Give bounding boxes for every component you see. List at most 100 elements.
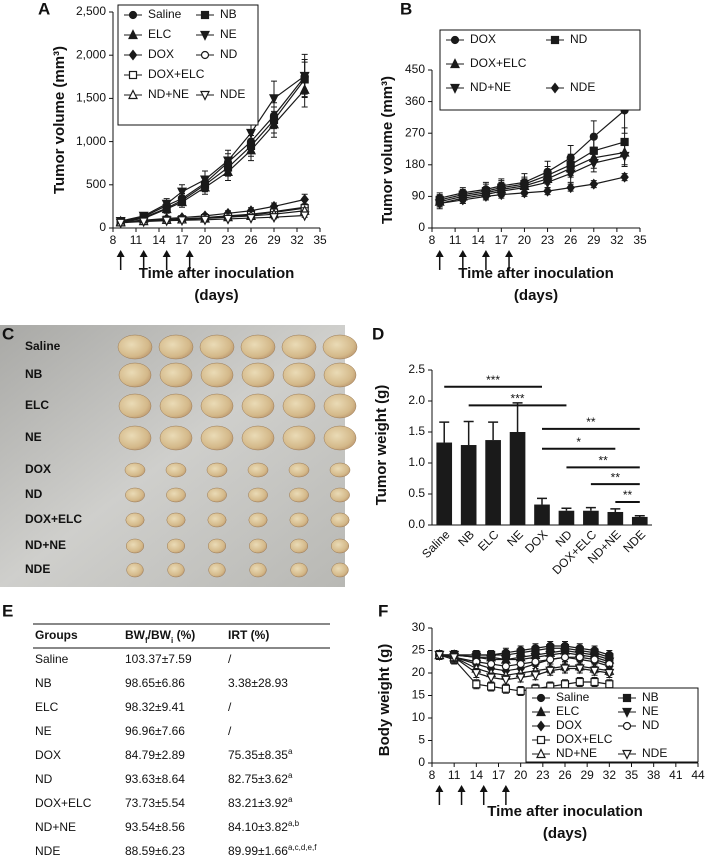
significance-label: ** bbox=[586, 415, 596, 429]
legend-label: DOX bbox=[556, 718, 582, 732]
x-tick-label: 44 bbox=[691, 768, 705, 782]
row-label: NE bbox=[25, 430, 42, 444]
legend-marker bbox=[200, 30, 210, 41]
marker bbox=[531, 657, 540, 666]
arrow-head bbox=[162, 250, 171, 257]
significance-label: *** bbox=[511, 392, 525, 406]
error-bar bbox=[634, 514, 645, 517]
x-tick-label: 11 bbox=[448, 768, 461, 782]
legend-marker bbox=[536, 735, 546, 745]
tumor bbox=[281, 334, 317, 360]
tumor bbox=[158, 334, 194, 360]
arrow-head bbox=[139, 250, 148, 257]
table-cell: NB bbox=[35, 676, 52, 690]
x-tick-label: 35 bbox=[313, 233, 327, 247]
tumor bbox=[167, 562, 185, 578]
marker bbox=[520, 187, 529, 199]
tumor bbox=[247, 462, 269, 478]
tumor bbox=[323, 362, 357, 388]
y-axis-title: Body weight (g) bbox=[376, 644, 393, 757]
marker bbox=[605, 680, 614, 689]
legend-marker bbox=[450, 35, 460, 45]
row-label: ND bbox=[25, 487, 43, 501]
marker bbox=[434, 650, 445, 661]
text-part: (%) bbox=[173, 628, 195, 642]
marker bbox=[223, 214, 233, 225]
bar bbox=[631, 516, 648, 525]
x-tick-label: 23 bbox=[541, 233, 555, 247]
bar bbox=[558, 510, 575, 525]
arrow-head bbox=[505, 250, 514, 257]
marker bbox=[471, 668, 482, 679]
tumor bbox=[331, 562, 349, 578]
x-tick-label: 32 bbox=[290, 233, 304, 247]
legend-marker bbox=[450, 58, 460, 69]
table-cell: IRT (%) bbox=[228, 628, 269, 642]
panel-letter: E bbox=[2, 601, 13, 620]
legend-marker bbox=[200, 10, 210, 20]
treatment-arrow bbox=[481, 250, 490, 270]
significance-label: * bbox=[576, 435, 581, 449]
legend-marker bbox=[128, 89, 138, 100]
x-tick-label: 11 bbox=[130, 233, 143, 247]
y-tick-label: 270 bbox=[405, 125, 425, 139]
x-tick-label: 26 bbox=[244, 233, 258, 247]
marker bbox=[588, 158, 599, 169]
bar bbox=[485, 440, 501, 525]
y-tick-label: 180 bbox=[405, 157, 425, 171]
arrow-head bbox=[481, 250, 490, 257]
table-cell: 89.99±1.66a,c,d,e,f bbox=[228, 843, 317, 859]
x-tick-label: 32 bbox=[610, 233, 624, 247]
marker bbox=[545, 666, 556, 677]
x-tick-label: 41 bbox=[669, 768, 683, 782]
marker bbox=[299, 71, 310, 82]
text-part: a bbox=[288, 795, 293, 804]
marker bbox=[115, 218, 126, 229]
table-cell: ND+NE bbox=[35, 820, 76, 834]
text-part: a,c,d,e,f bbox=[288, 843, 317, 852]
tumor bbox=[290, 562, 308, 578]
y-tick-label: 1.5 bbox=[408, 424, 425, 438]
marker bbox=[223, 156, 233, 167]
tumor bbox=[124, 462, 146, 478]
bar bbox=[534, 504, 550, 525]
y-tick-label: 1,000 bbox=[76, 134, 106, 148]
table-cell: Saline bbox=[35, 652, 69, 666]
y-tick-label: 2.0 bbox=[408, 393, 425, 407]
table-cell: 73.73±5.54 bbox=[125, 796, 185, 810]
y-axis-title: Tumor volume (mm³) bbox=[51, 46, 68, 194]
marker bbox=[200, 175, 210, 186]
marker bbox=[500, 655, 511, 666]
table-cell: 98.32±9.41 bbox=[125, 700, 185, 714]
marker bbox=[500, 675, 511, 686]
text-part: a bbox=[288, 771, 293, 780]
treatment-arrow bbox=[139, 250, 148, 270]
legend-marker bbox=[128, 10, 138, 20]
legend-marker bbox=[450, 83, 460, 94]
error-bar bbox=[610, 508, 621, 512]
tumor bbox=[329, 462, 351, 478]
table-cell: 93.63±8.64 bbox=[125, 772, 185, 786]
arrow-head bbox=[185, 250, 194, 257]
legend-marker bbox=[536, 706, 546, 717]
marker bbox=[449, 653, 460, 664]
table-cell: BWf/BWi (%) bbox=[125, 628, 195, 644]
table-cell: 84.10±3.82a,b bbox=[228, 819, 300, 835]
legend-marker bbox=[128, 49, 138, 61]
treatment-arrow bbox=[116, 250, 125, 270]
table-cell: DOX+ELC bbox=[35, 796, 92, 810]
treatment-arrow bbox=[435, 250, 444, 270]
error-bar bbox=[512, 402, 523, 432]
legend-label: NE bbox=[220, 27, 237, 41]
marker bbox=[269, 213, 279, 224]
y-tick-label: 1.0 bbox=[408, 455, 425, 469]
x-tick-label: Saline bbox=[419, 527, 453, 561]
marker bbox=[472, 680, 481, 689]
legend-label: NE bbox=[642, 704, 659, 718]
tumor bbox=[241, 425, 275, 451]
tumor bbox=[207, 538, 227, 554]
marker bbox=[566, 182, 575, 194]
treatment-arrow bbox=[458, 250, 467, 270]
marker bbox=[604, 668, 615, 679]
